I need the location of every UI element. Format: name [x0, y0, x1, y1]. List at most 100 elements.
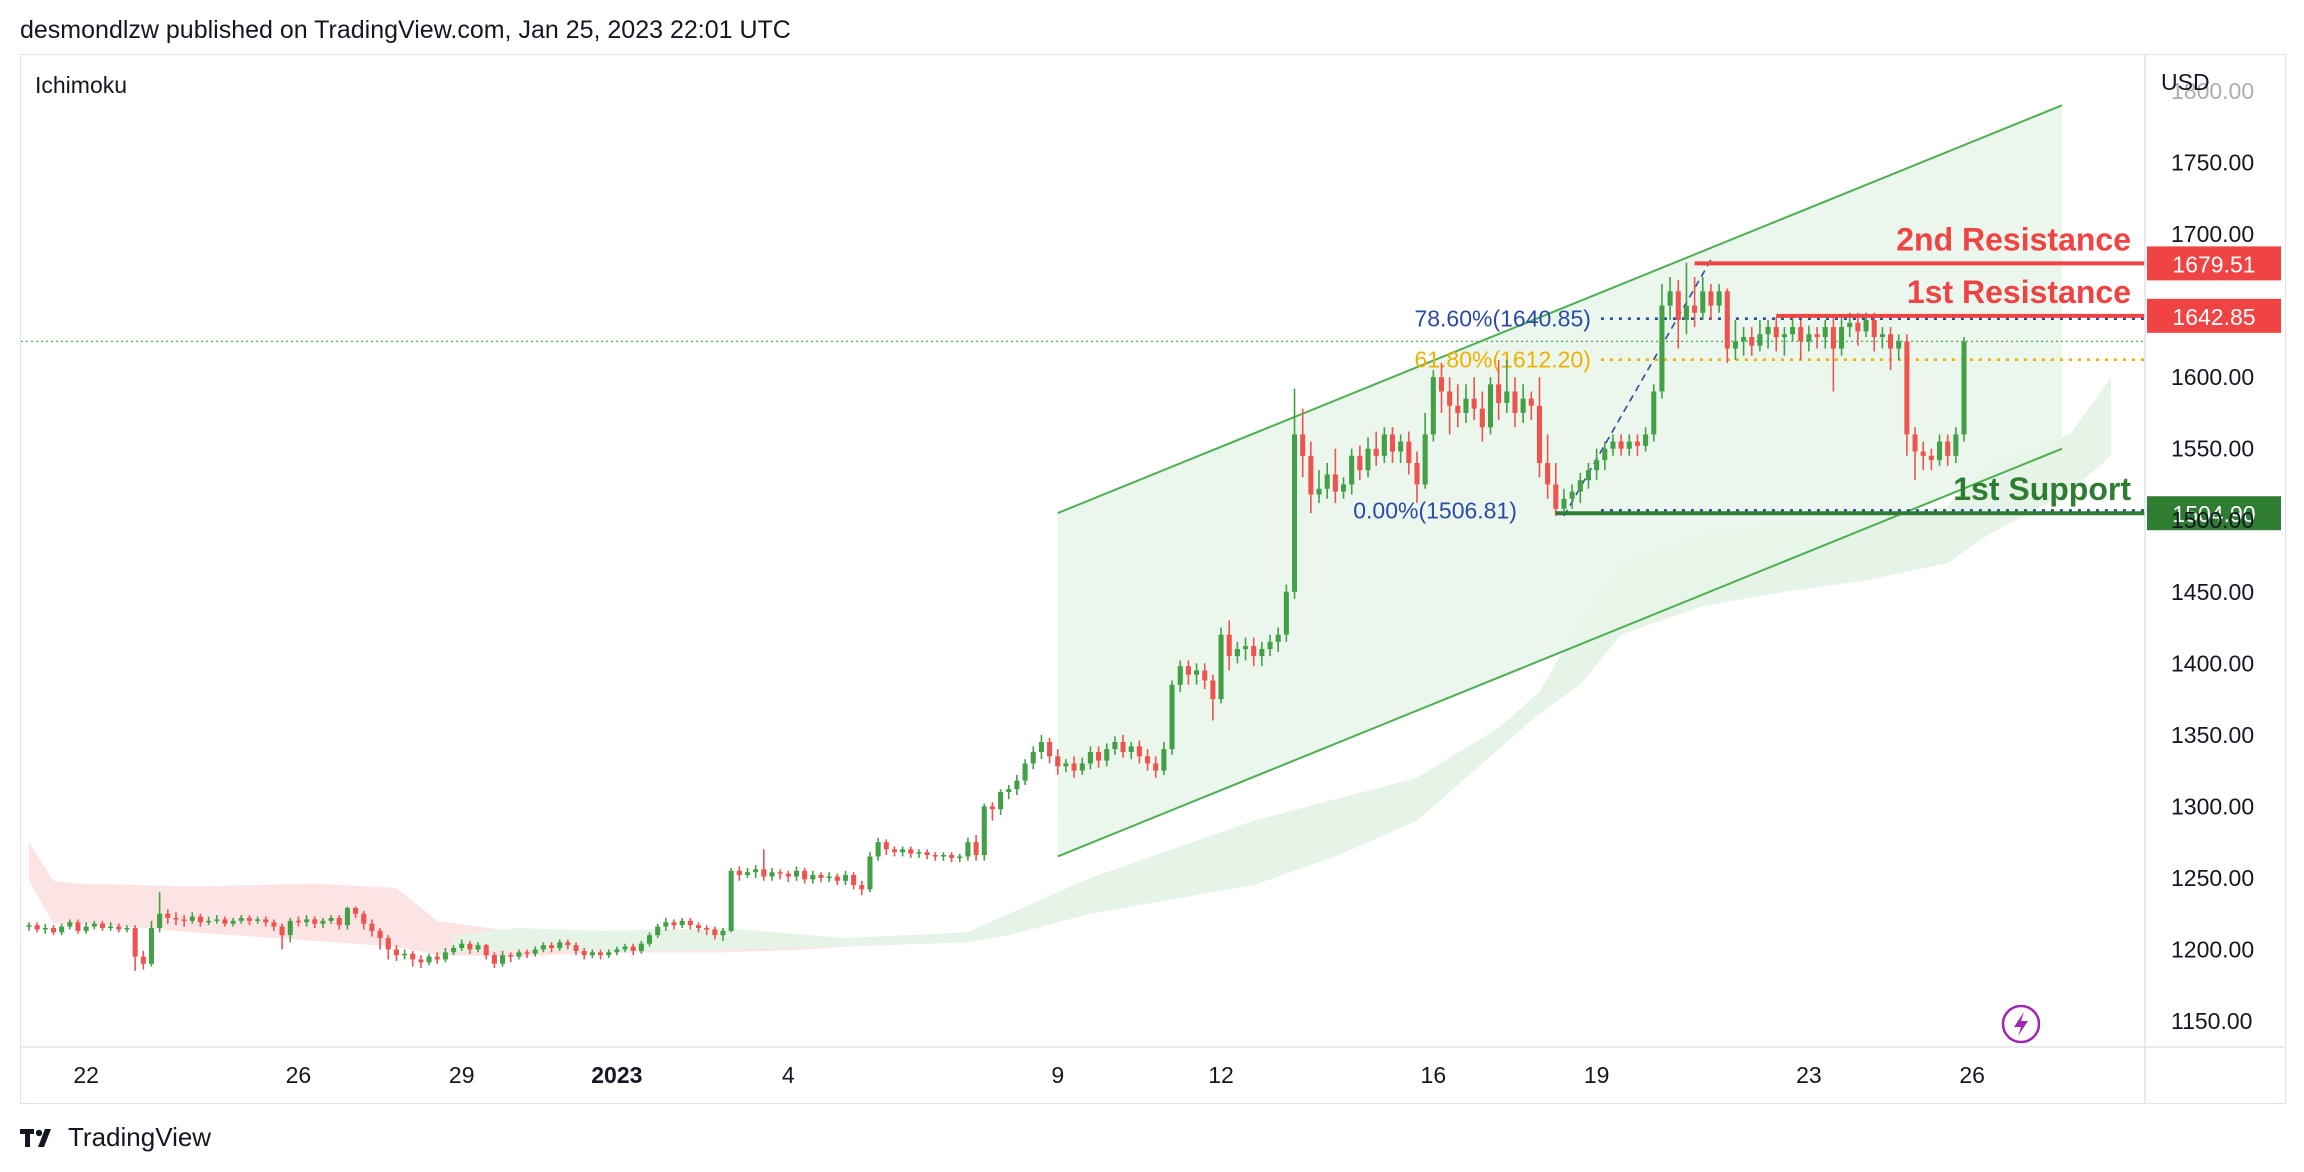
candle	[638, 940, 644, 954]
candle-body	[712, 929, 718, 936]
candle-body	[132, 928, 138, 957]
x-tick-label: 19	[1584, 1062, 1610, 1088]
candle-body	[900, 849, 906, 853]
2nd-resistance-label: 2nd Resistance	[1896, 221, 2131, 257]
candle	[1291, 388, 1298, 599]
candle	[1577, 473, 1583, 504]
candle-body	[1071, 763, 1077, 771]
candle	[1047, 737, 1053, 764]
candle	[402, 949, 408, 960]
candle-body	[1773, 327, 1779, 338]
candle-body	[255, 919, 261, 921]
y-tick-label: 1550.00	[2171, 436, 2254, 462]
candles	[26, 262, 1967, 971]
candle-body	[393, 949, 399, 956]
candle-body	[736, 870, 742, 876]
candle	[271, 919, 277, 931]
candle-body	[1741, 337, 1747, 342]
candle	[1422, 412, 1428, 489]
candle-body	[1700, 291, 1706, 313]
candle	[532, 946, 538, 957]
candle-body	[524, 952, 530, 954]
candle-body	[59, 926, 65, 933]
candle	[932, 852, 938, 861]
candle	[206, 916, 212, 926]
candle	[1112, 736, 1118, 755]
candle-body	[1128, 746, 1134, 753]
candle-body	[704, 928, 710, 930]
candle-body	[1014, 780, 1020, 790]
y-tick-label: 1150.00	[2171, 1008, 2252, 1034]
candle	[1251, 637, 1257, 667]
candle	[1749, 327, 1755, 356]
candle	[467, 940, 473, 954]
candle-body	[206, 920, 212, 923]
candle-body	[1414, 463, 1420, 485]
candle-body	[214, 919, 220, 921]
candle-body	[1781, 334, 1787, 338]
candle	[295, 916, 301, 927]
candle	[663, 917, 669, 931]
indicator-label[interactable]: Ichimoku	[35, 72, 127, 98]
x-tick-label: 22	[73, 1062, 99, 1088]
footer-brand[interactable]: TradingView	[68, 1122, 212, 1152]
candle-body	[1732, 341, 1738, 349]
candle-body	[410, 953, 416, 960]
candle-body	[1545, 463, 1551, 485]
candle	[1553, 463, 1559, 516]
candle-body	[1904, 341, 1910, 435]
candle-body	[1765, 327, 1771, 335]
candle-body	[565, 942, 571, 946]
candle	[91, 920, 97, 930]
candle-body	[99, 923, 106, 928]
chart[interactable]: 78.60%(1640.85) 61.80%(1612.20) 0.00%(1506…	[21, 55, 2285, 1103]
candle	[1806, 325, 1812, 352]
candle	[1716, 284, 1722, 313]
candle-body	[720, 930, 726, 936]
candle-body	[1096, 752, 1102, 761]
lightning-icon[interactable]	[2001, 1004, 2041, 1044]
candle	[900, 846, 906, 857]
candle-body	[1708, 291, 1714, 306]
candle	[891, 846, 897, 857]
candle-body	[1594, 460, 1600, 471]
candle	[1790, 317, 1796, 342]
candle-body	[1006, 789, 1012, 793]
candle-body	[116, 926, 122, 930]
candle	[1757, 319, 1763, 352]
x-tick-label: 29	[449, 1062, 475, 1088]
candle-body	[638, 943, 644, 951]
ichimoku-cloud-red	[29, 842, 911, 957]
y-tick-label: 1800.00	[2171, 78, 2254, 104]
candle-body	[1961, 341, 1967, 435]
candle	[908, 846, 914, 858]
candle	[500, 950, 506, 967]
candle-body	[377, 930, 383, 939]
candle	[785, 870, 791, 883]
candle-body	[385, 938, 391, 950]
candle	[1332, 448, 1338, 504]
candle	[818, 872, 824, 883]
y-tick-label: 1200.00	[2171, 936, 2254, 962]
candle-body	[646, 935, 653, 944]
candle-body	[1937, 441, 1943, 461]
candle	[1896, 334, 1902, 360]
candle	[1381, 427, 1387, 463]
candle	[434, 952, 440, 964]
candle	[1210, 674, 1216, 721]
candle	[1104, 743, 1110, 767]
candle-body	[1536, 405, 1543, 463]
candle	[1920, 441, 1926, 471]
candle-body	[1487, 384, 1494, 428]
candle	[1153, 756, 1159, 778]
candle-body	[173, 917, 179, 920]
candle-body	[606, 952, 612, 956]
candle-body	[581, 950, 587, 956]
candle	[214, 915, 220, 924]
candle	[1398, 434, 1404, 463]
candle-body	[1430, 377, 1436, 435]
candle	[1071, 756, 1077, 778]
candle	[1324, 463, 1330, 499]
candle	[720, 928, 726, 941]
candle-body	[148, 928, 155, 964]
